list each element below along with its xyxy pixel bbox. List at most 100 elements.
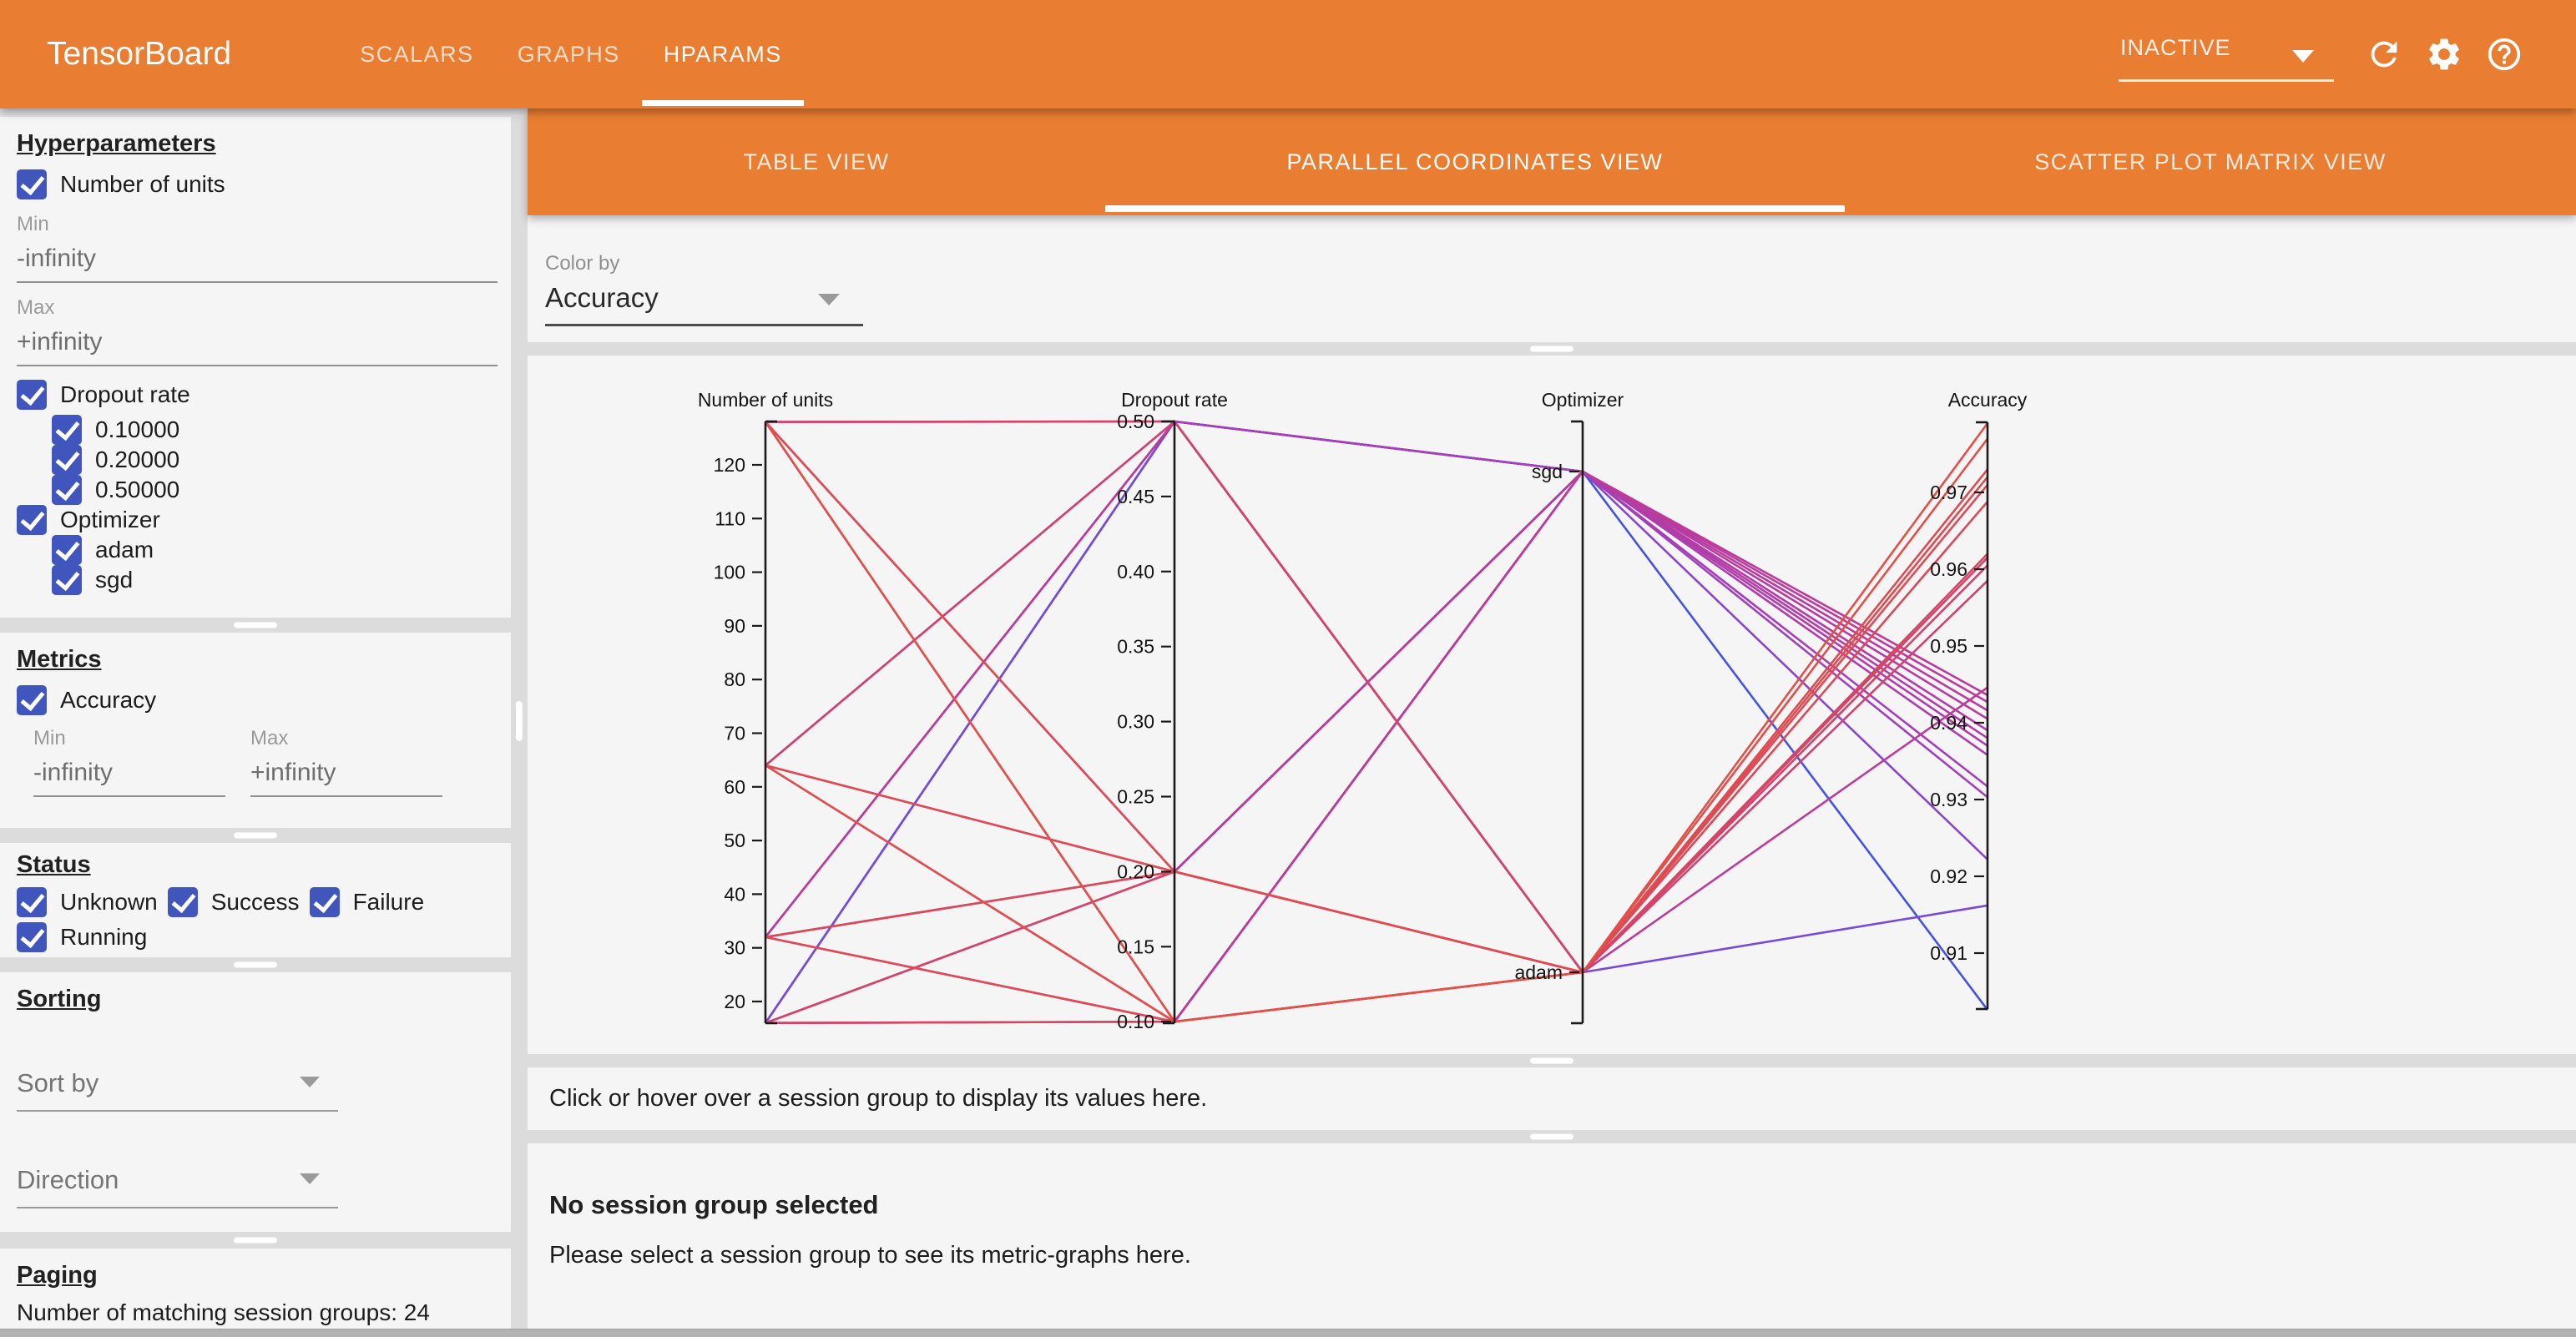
app-title: TensorBoard [47,36,232,72]
tab-hparams[interactable]: HPARAMS [641,0,804,108]
status-success: Success [167,887,300,917]
svg-text:Dropout rate: Dropout rate [1121,389,1228,411]
optimizer-checkbox[interactable] [17,505,47,535]
session-group-line[interactable] [765,470,1988,1025]
settings-button[interactable] [2414,24,2474,84]
svg-text:sgd: sgd [1532,461,1563,482]
accuracy-min-label: Min [33,727,66,749]
svg-text:80: 80 [724,668,745,690]
svg-text:0.91: 0.91 [1930,942,1967,964]
svg-text:110: 110 [715,507,745,529]
accuracy-min-input[interactable]: -infinity [33,759,225,797]
tab-scatter-plot-matrix-view[interactable]: SCATTER PLOT MATRIX VIEW [2034,149,2387,174]
tab-parallel-coordinates-view[interactable]: PARALLEL COORDINATES VIEW [1105,108,1845,215]
status-running-label: Running [60,924,148,950]
section-resize-handle[interactable] [234,622,277,628]
sort-by-select[interactable]: Sort by [17,1063,338,1112]
section-resize-handle[interactable] [234,961,277,968]
panel-resize-handle[interactable] [1530,1133,1573,1140]
session-group-line[interactable] [765,420,1988,974]
run-status-select[interactable]: INACTIVE [2119,25,2334,83]
hparam-dropout-rate: Dropout rate [17,380,498,410]
session-group-line[interactable] [765,501,1988,974]
optimizer-sgd-label: sgd [95,567,134,593]
svg-text:0.45: 0.45 [1117,486,1154,507]
session-group-line[interactable] [765,421,1988,874]
tab-parallel-coordinates-label: PARALLEL COORDINATES VIEW [1286,149,1664,174]
accuracy-max-input[interactable]: +infinity [250,759,442,797]
dropout-0.1-label: 0.10000 [95,416,180,442]
dropout-0.2-checkbox[interactable] [52,445,82,475]
session-group-line[interactable] [765,476,1989,974]
units-max-input[interactable]: +infinity [17,328,498,366]
session-group-line[interactable] [765,420,1988,799]
chevron-down-icon [300,1077,320,1087]
dropout-0.1-checkbox[interactable] [52,415,82,445]
axis-optimizer[interactable]: Optimizer sgd adam [1514,389,1624,1025]
optimizer-sgd-checkbox[interactable] [52,565,82,595]
session-group-line[interactable] [764,419,1988,1024]
svg-text:0.30: 0.30 [1117,711,1154,733]
horizontal-scrollbar[interactable] [0,1329,2576,1337]
tab-graphs[interactable]: GRAPHS [517,41,620,67]
select-underline [2119,79,2334,82]
units-max-label: Max [17,296,55,319]
session-group-line[interactable] [764,420,1989,1024]
session-group-lines[interactable] [764,419,1989,1025]
section-resize-handle[interactable] [234,832,277,839]
optimizer-adam-checkbox[interactable] [52,535,82,565]
sidebar-resize-handle[interactable] [516,701,523,741]
status-unknown-checkbox[interactable] [17,887,47,917]
help-icon [2488,38,2521,71]
axis-accuracy[interactable]: Accuracy 0.91 0.92 0.93 0.94 0.95 0.96 0.97 [1930,389,2028,1011]
section-resize-handle[interactable] [234,1237,277,1244]
svg-text:90: 90 [724,615,745,637]
dropout-rate-checkbox[interactable] [17,380,47,410]
tab-scalars[interactable]: SCALARS [360,41,474,67]
units-min-input[interactable]: -infinity [17,245,498,283]
session-group-line[interactable] [765,470,1988,1024]
status-failure: Failure [309,887,424,917]
sidebar-section-divider [0,828,511,843]
refresh-button[interactable] [2354,24,2414,84]
session-group-line[interactable] [765,421,1989,974]
svg-text:50: 50 [724,830,745,851]
parallel-coordinates-plot[interactable]: Number of units 20 30 40 50 60 70 80 90 100 110 120… [528,356,2576,1054]
direction-select[interactable]: Direction [17,1160,338,1208]
status-running-checkbox[interactable] [17,922,47,952]
metrics-heading: Metrics [17,646,102,673]
svg-text:100: 100 [714,562,745,583]
svg-text:0.25: 0.25 [1117,786,1154,808]
status-failure-checkbox[interactable] [309,887,340,917]
accuracy-checkbox[interactable] [17,685,47,715]
axis-dropout-rate[interactable]: Dropout rate 0.10 0.15 0.20 0.25 0.30 0.35 0.40… [1117,389,1228,1032]
session-group-line[interactable] [764,421,1988,1024]
metrics-section: Metrics Accuracy Min -infinity Max +infi… [0,633,511,828]
matching-session-groups-count: Number of matching session groups: 24 [17,1299,430,1325]
dropout-0.5-checkbox[interactable] [52,475,82,505]
direction-value: Direction [17,1160,338,1208]
session-group-line[interactable] [765,437,1989,1023]
hparams-main: TABLE VIEW PARALLEL COORDINATES VIEW SCA… [528,108,2576,1337]
run-status-value: INACTIVE [2120,35,2231,60]
panel-resize-handle[interactable] [1530,1057,1573,1064]
session-group-line[interactable] [765,420,1988,788]
sidebar-splitter[interactable] [511,117,528,1337]
tab-table-view[interactable]: TABLE VIEW [743,149,890,174]
metric-accuracy: Accuracy [17,685,498,715]
app-tabs: SCALARS GRAPHS HPARAMS [338,0,804,108]
number-of-units-checkbox[interactable] [17,169,47,199]
paging-heading: Paging [17,1262,98,1289]
session-values-hint: Click or hover over a session group to d… [549,1085,1208,1112]
status-unknown-label: Unknown [60,889,158,915]
panel-resize-handle[interactable] [1530,346,1573,352]
session-group-line[interactable] [764,421,1989,1023]
session-values-hint-card: Click or hover over a session group to d… [528,1067,2576,1130]
color-by-select[interactable]: Accuracy [545,282,863,326]
help-button[interactable] [2474,24,2534,84]
accuracy-max-label: Max [250,727,289,749]
status-success-checkbox[interactable] [167,887,198,917]
svg-text:Accuracy: Accuracy [1948,389,2028,411]
axis-number-of-units[interactable]: Number of units 20 30 40 50 60 70 80 90 100 110 120 [698,389,833,1025]
panel-divider [528,1054,2576,1067]
